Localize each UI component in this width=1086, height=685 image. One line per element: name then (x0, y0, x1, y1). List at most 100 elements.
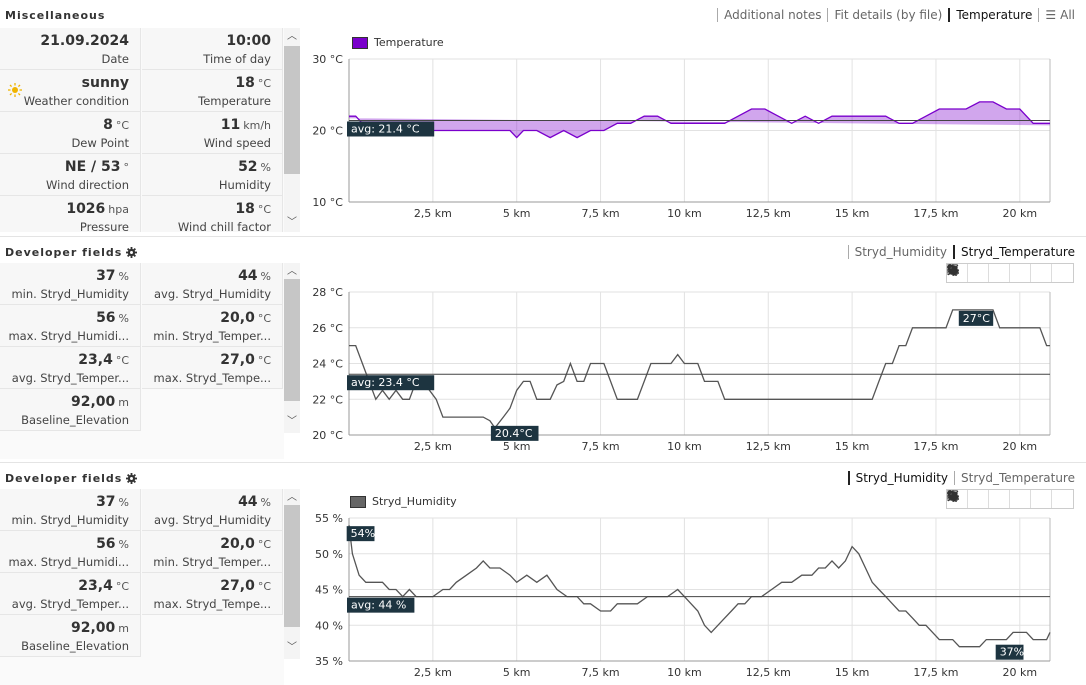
stat-unit: hpa (108, 203, 129, 216)
tab-fit-details[interactable]: Fit details (by file) (827, 8, 948, 22)
stat-label: min. Stryd_Temper... (153, 555, 271, 569)
scroll-down-icon[interactable]: ﹀ (287, 642, 297, 653)
y-tick-label: 30 °C (312, 53, 343, 66)
stat-unit: m (118, 396, 129, 409)
stryd-temperature-chart[interactable]: 2,5 km 5 km 7,5 km 10 km 12,5 km 15 km 17,5 km… (300, 263, 1086, 459)
stat-unit: °C (115, 354, 129, 367)
stat-label: Weather condition (23, 94, 129, 108)
scroll-up-icon[interactable]: ︿ (287, 492, 297, 503)
dev1-scrollbar[interactable]: ︿ ﹀ (284, 263, 300, 433)
stat-cell: 23,4 °C avg. Stryd_Temper... (0, 347, 141, 389)
series-area (349, 101, 1050, 138)
max-label: 54% (346, 526, 375, 542)
min-label: 20.4°C (490, 425, 539, 441)
x-tick-label: 12,5 km (746, 666, 791, 679)
list-icon[interactable] (947, 490, 1010, 508)
tag-icon[interactable] (948, 490, 1031, 508)
dev1-header: Developer fields Stryd_Humidity Stryd_Te… (0, 237, 1086, 267)
misc-scrollbar[interactable]: ︿ ﹀ (284, 28, 300, 232)
scroll-thumb[interactable] (284, 279, 300, 401)
x-tick-label: 20 km (1003, 207, 1038, 220)
dev2-header: Developer fields Stryd_Humidity Stryd_Te… (0, 463, 1086, 493)
gear-icon[interactable] (126, 473, 138, 487)
tab-stryd-temperature[interactable]: Stryd_Temperature (953, 245, 1081, 259)
stat-cell: 92,00 m Baseline_Elevation (0, 615, 141, 657)
legend-label: Temperature (374, 36, 444, 49)
scroll-thumb[interactable] (284, 46, 300, 174)
misc-section: Miscellaneous Additional notes Fit detai… (0, 0, 1086, 232)
crop-icon[interactable] (947, 490, 1073, 508)
x-tick-label: 17,5 km (913, 207, 958, 220)
stat-value: 56% (96, 536, 129, 552)
tab-additional-notes[interactable]: Additional notes (717, 8, 827, 22)
stat-value-number: 44 (238, 268, 258, 284)
stat-value: 56% (96, 310, 129, 326)
tab-stryd-temperature[interactable]: Stryd_Temperature (954, 471, 1081, 485)
stat-unit: °C (257, 312, 271, 325)
list-icon[interactable] (947, 264, 1010, 282)
stat-cell: 27,0 °C max. Stryd_Tempe... (142, 347, 283, 389)
stat-label: Humidity (218, 178, 271, 192)
stat-unit: % (260, 161, 271, 174)
scroll-up-icon[interactable]: ︿ (287, 31, 297, 42)
save-icon[interactable] (947, 490, 989, 508)
crosshair-icon[interactable] (947, 490, 1052, 508)
scroll-thumb[interactable] (284, 505, 300, 627)
dev2-scrollbar[interactable]: ︿ ﹀ (284, 489, 300, 659)
avg-label-text: avg: 21.4 °C (351, 122, 420, 135)
crop-icon[interactable] (947, 264, 1073, 282)
x-tick-label: 5 km (503, 207, 531, 220)
dev1-title: Developer fields (5, 246, 138, 261)
stat-label: Wind chill factor (177, 220, 271, 232)
stat-value: 1026 hpa (66, 201, 129, 217)
save-icon[interactable] (947, 264, 989, 282)
series-line (349, 101, 1050, 139)
stat-value-number: 44 (238, 494, 258, 510)
stat-value: 27,0 °C (220, 578, 271, 594)
stat-cell: 37% min. Stryd_Humidity (0, 489, 141, 531)
crosshair-icon[interactable] (947, 264, 1052, 282)
stryd-humidity-chart-svg: 2,5 km 5 km 7,5 km 10 km 12,5 km 15 km 17,5 km… (315, 512, 1051, 679)
stat-cell: sunny Weather condition (0, 70, 141, 112)
tab-all[interactable]: ☰ All (1038, 8, 1081, 22)
x-tick-label: 17,5 km (913, 440, 958, 453)
legend-swatch (352, 36, 368, 49)
stat-unit: °C (257, 538, 271, 551)
scroll-up-icon[interactable]: ︿ (287, 266, 297, 277)
min-label-bg (995, 644, 1024, 660)
x-tick-label: 7,5 km (582, 207, 620, 220)
x-tick-label: 7,5 km (582, 666, 620, 679)
stat-cell: 11 km/h Wind speed (142, 112, 283, 154)
temperature-chart[interactable]: 2,5 km 5 km 7,5 km 10 km 12,5 km 15 km 17,5 km… (300, 28, 1086, 232)
max-label-text: 27°C (963, 312, 990, 325)
stat-value: 10:00 (226, 33, 271, 49)
chart-legend[interactable]: Temperature (352, 36, 444, 49)
tab-stryd-humidity[interactable]: Stryd_Humidity (847, 471, 954, 485)
x-tick-label: 15 km (835, 207, 870, 220)
tab-temperature[interactable]: Temperature (948, 8, 1038, 22)
stat-label: avg. Stryd_Humidity (154, 513, 271, 527)
scroll-down-icon[interactable]: ﹀ (287, 416, 297, 427)
y-tick-label: 20 °C (312, 429, 343, 442)
stat-value: 92,00 m (71, 620, 129, 636)
avg-label-text: avg: 44 % (351, 599, 406, 612)
stat-value-number: 18 (235, 201, 255, 217)
y-tick-label: 28 °C (312, 286, 343, 299)
tab-all-label: All (1060, 8, 1075, 22)
min-label-text: 20.4°C (495, 427, 533, 440)
gear-icon[interactable] (126, 247, 138, 261)
y-tick-label: 22 °C (312, 393, 343, 406)
tab-stryd-humidity[interactable]: Stryd_Humidity (847, 245, 953, 259)
chart-toolbar (946, 489, 1074, 509)
stat-label: max. Stryd_Tempe... (153, 597, 271, 611)
stat-value: 52% (238, 159, 271, 175)
stat-cell: 18 °C Wind chill factor (142, 196, 283, 232)
stat-value-number: 92,00 (70, 620, 116, 636)
stat-value-number: 21.09.2024 (40, 33, 129, 49)
stryd-humidity-chart[interactable]: 2,5 km 5 km 7,5 km 10 km 12,5 km 15 km 17,5 km… (300, 489, 1086, 685)
chart-legend[interactable]: Stryd_Humidity (350, 495, 457, 508)
tag-icon[interactable] (948, 264, 1031, 282)
misc-stats-panel: 21.09.2024 Date 10:00 Time of day sunny Weath… (0, 28, 284, 232)
scroll-down-icon[interactable]: ﹀ (287, 217, 297, 228)
stat-value-number: 92,00 (70, 394, 116, 410)
